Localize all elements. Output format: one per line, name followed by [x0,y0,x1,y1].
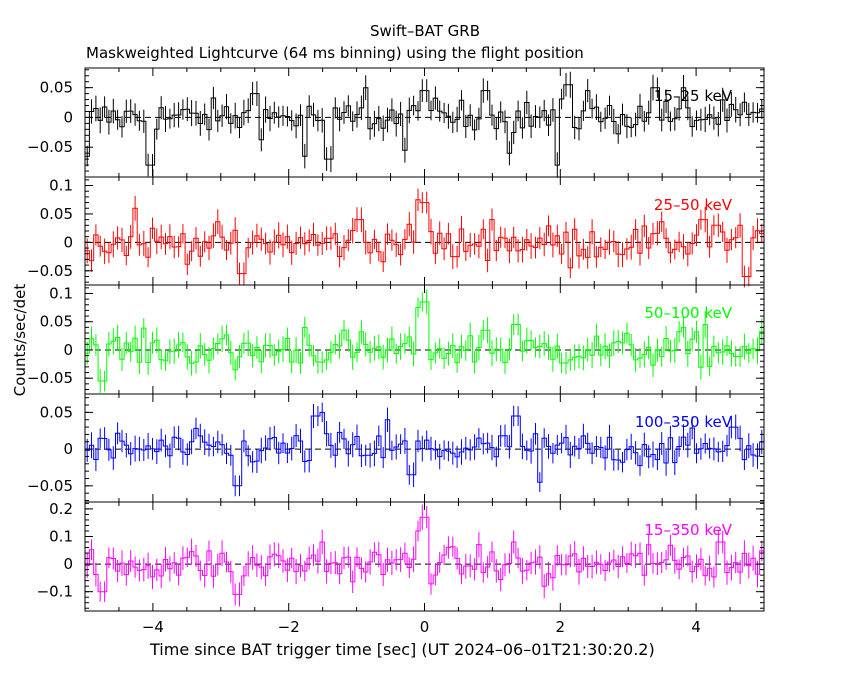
energy-band-label: 25–50 keV [654,196,733,214]
x-tick-label: 4 [691,618,701,636]
x-axis-label: Time since BAT trigger time [sec] (UT 20… [150,640,655,659]
y-tick-label: 0.05 [40,79,73,97]
x-tick-label: −2 [278,618,300,636]
y-tick-label: 0 [63,440,73,458]
lightcurve-series [85,301,764,382]
lightcurve-series [85,411,764,487]
y-tick-label: 0 [63,108,73,126]
y-tick-label: −0.1 [37,583,73,601]
panel-frame [84,284,765,395]
y-tick-label: 0.05 [40,313,73,331]
lightcurve-series [85,516,764,595]
chart-title: Swift–BAT GRB [369,22,480,40]
y-tick-label: 0.1 [49,177,73,195]
y-tick-label: 0 [63,341,73,359]
error-bars [86,504,763,607]
x-tick-label: 2 [556,618,566,636]
x-tick-label: 0 [420,618,430,636]
lightcurve-series [85,84,764,166]
y-tick-label: −0.05 [27,138,73,156]
energy-band-label: 15–350 keV [644,521,732,539]
y-tick-label: 0 [63,555,73,573]
x-tick-label: −4 [142,618,164,636]
energy-band-label: 50–100 keV [644,304,732,322]
y-tick-label: −0.05 [27,477,73,495]
y-tick-label: −0.05 [27,369,73,387]
y-tick-label: 0.05 [40,403,73,421]
y-tick-label: 0 [63,233,73,251]
y-tick-label: 0.1 [49,527,73,545]
y-tick-label: 0.05 [40,205,73,223]
chart-subtitle: Maskweighted Lightcurve (64 ms binning) … [86,44,584,62]
lightcurve-series [85,199,764,277]
energy-band-label: 15–25 keV [654,87,733,105]
y-tick-label: 0.2 [49,500,73,518]
energy-band-label: 100–350 keV [635,413,733,431]
y-tick-label: 0.1 [49,284,73,302]
y-tick-label: −0.05 [27,262,73,280]
y-axis-label: Counts/sec/det [11,283,29,397]
